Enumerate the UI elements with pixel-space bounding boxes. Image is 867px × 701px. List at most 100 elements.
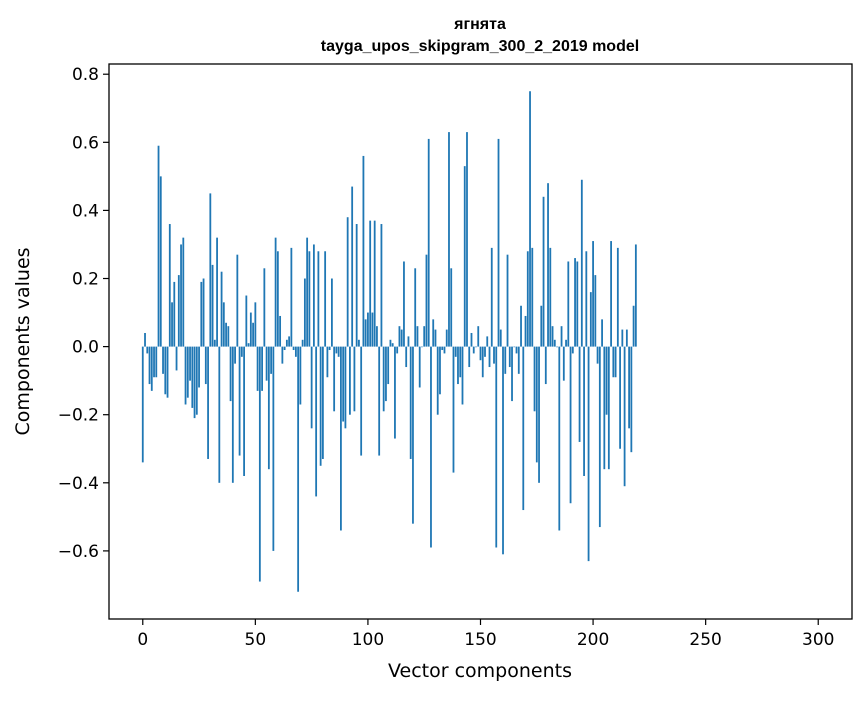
bar-component-170 bbox=[524, 315, 527, 347]
bar-component-69 bbox=[297, 346, 300, 592]
bar-component-102 bbox=[371, 312, 374, 347]
bar-component-97 bbox=[360, 346, 363, 456]
bar-component-16 bbox=[177, 275, 180, 347]
bar-component-80 bbox=[321, 346, 324, 459]
x-tick-label: 300 bbox=[802, 630, 834, 650]
bar-component-49 bbox=[252, 322, 254, 347]
bar-component-112 bbox=[394, 346, 396, 439]
y-tick-label: 0.8 bbox=[72, 65, 99, 85]
y-tick-label: −0.4 bbox=[58, 474, 99, 494]
bar-component-171 bbox=[526, 251, 529, 347]
bar-component-75 bbox=[310, 346, 313, 429]
bar-component-2 bbox=[146, 346, 149, 354]
bar-component-153 bbox=[486, 336, 489, 347]
bar-component-14 bbox=[173, 281, 176, 347]
bar-component-96 bbox=[358, 339, 360, 347]
bar-component-57 bbox=[270, 346, 273, 374]
bar-series bbox=[141, 91, 637, 592]
bar-component-99 bbox=[364, 319, 367, 347]
bar-component-141 bbox=[459, 346, 462, 378]
bar-component-19 bbox=[184, 346, 187, 405]
bar-component-4 bbox=[150, 346, 153, 391]
bar-component-106 bbox=[380, 224, 383, 347]
bar-component-3 bbox=[148, 346, 151, 385]
bar-component-27 bbox=[202, 278, 205, 347]
bar-component-189 bbox=[567, 261, 570, 347]
bar-component-68 bbox=[294, 346, 297, 357]
bar-component-89 bbox=[342, 346, 345, 422]
bar-component-8 bbox=[159, 176, 162, 347]
bar-component-115 bbox=[400, 329, 403, 347]
bar-component-179 bbox=[544, 346, 547, 385]
bar-component-76 bbox=[312, 244, 315, 347]
bar-component-95 bbox=[355, 224, 358, 347]
bar-component-133 bbox=[441, 346, 444, 351]
y-axis-ticks: −0.6 −0.4 −0.2 0.0 0.2 0.4 0.6 0.8 bbox=[58, 65, 109, 562]
x-tick-label: 100 bbox=[352, 630, 384, 650]
bar-component-165 bbox=[513, 346, 516, 348]
bar-component-37 bbox=[225, 322, 227, 347]
bar-component-196 bbox=[583, 346, 585, 476]
bar-component-149 bbox=[477, 326, 480, 347]
bar-component-151 bbox=[481, 346, 484, 378]
bar-component-72 bbox=[303, 278, 306, 347]
bar-component-100 bbox=[367, 312, 369, 347]
bar-component-143 bbox=[463, 166, 466, 347]
bar-component-136 bbox=[448, 132, 450, 347]
bar-component-148 bbox=[475, 346, 477, 348]
bar-component-162 bbox=[506, 254, 509, 347]
bar-component-203 bbox=[598, 346, 601, 528]
y-tick-label: −0.2 bbox=[58, 406, 99, 426]
bar-component-77 bbox=[315, 346, 318, 497]
bar-component-85 bbox=[333, 346, 336, 412]
bar-component-58 bbox=[272, 346, 275, 551]
x-axis-label: Vector components bbox=[388, 660, 572, 682]
bar-component-114 bbox=[398, 326, 401, 347]
x-tick-label: 250 bbox=[689, 630, 721, 650]
bar-component-91 bbox=[346, 217, 349, 347]
bar-component-34 bbox=[218, 346, 221, 483]
bar-component-74 bbox=[308, 251, 311, 347]
bar-component-160 bbox=[502, 346, 504, 555]
bar-component-42 bbox=[236, 254, 239, 347]
bar-component-47 bbox=[247, 343, 250, 347]
x-tick-label: 0 bbox=[137, 630, 148, 650]
bar-component-146 bbox=[470, 332, 473, 347]
bar-component-120 bbox=[412, 346, 414, 524]
bar-component-11 bbox=[166, 346, 169, 398]
bar-component-122 bbox=[416, 326, 419, 347]
bar-component-61 bbox=[279, 315, 282, 347]
bar-component-53 bbox=[261, 346, 263, 391]
bar-component-131 bbox=[436, 346, 439, 415]
bar-component-185 bbox=[558, 346, 561, 531]
bar-component-46 bbox=[245, 295, 248, 347]
bar-component-187 bbox=[562, 346, 565, 381]
bar-component-38 bbox=[227, 326, 230, 347]
bar-component-157 bbox=[495, 346, 498, 548]
bar-component-94 bbox=[353, 346, 356, 412]
bar-component-163 bbox=[508, 346, 511, 368]
bar-component-152 bbox=[484, 346, 486, 357]
bar-component-123 bbox=[418, 346, 421, 388]
bar-component-186 bbox=[560, 326, 563, 347]
plot-frame bbox=[108, 63, 853, 620]
y-axis-label: Components values bbox=[12, 247, 34, 435]
bar-component-181 bbox=[549, 247, 552, 347]
x-tick-label: 200 bbox=[577, 630, 609, 650]
bar-component-174 bbox=[533, 346, 536, 412]
bar-component-190 bbox=[569, 346, 572, 504]
bar-component-28 bbox=[204, 346, 207, 385]
bar-component-54 bbox=[263, 268, 266, 347]
bar-component-214 bbox=[623, 346, 626, 487]
bar-component-20 bbox=[186, 346, 189, 398]
bar-component-9 bbox=[162, 346, 164, 374]
bar-component-207 bbox=[607, 346, 610, 470]
bar-component-70 bbox=[299, 346, 302, 405]
bar-component-178 bbox=[542, 196, 545, 347]
bar-component-124 bbox=[421, 346, 423, 348]
bar-component-140 bbox=[457, 346, 459, 385]
bar-component-194 bbox=[578, 346, 581, 442]
bar-component-107 bbox=[382, 346, 385, 412]
bar-component-6 bbox=[155, 346, 158, 378]
